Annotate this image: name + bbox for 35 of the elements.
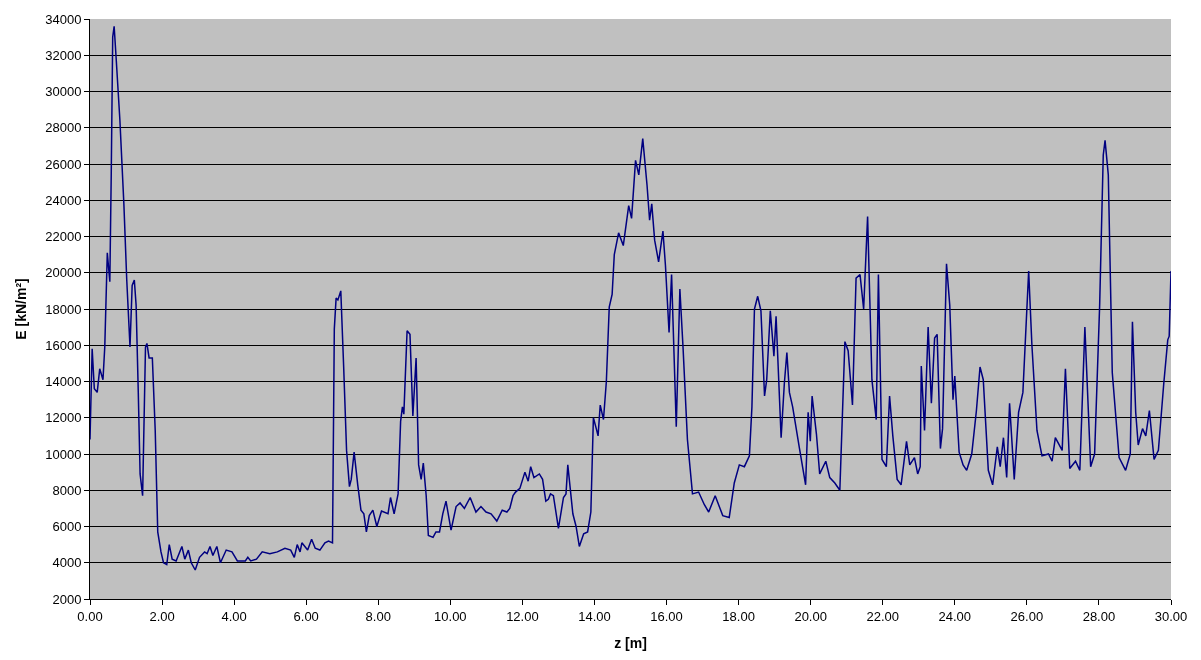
x-tick-label: 12.00 — [506, 608, 539, 624]
x-tick-label: 20.00 — [794, 608, 827, 624]
x-tick-label: 0.00 — [77, 608, 103, 624]
y-tick-label: 4000 — [52, 555, 82, 571]
x-tick-label: 8.00 — [365, 608, 391, 624]
y-tick-label: 28000 — [45, 120, 82, 136]
x-tick-label: 14.00 — [578, 608, 611, 624]
y-tick-label: 8000 — [52, 482, 82, 498]
y-tick-label: 12000 — [45, 410, 82, 426]
y-tick-label: 18000 — [45, 301, 82, 317]
y-tick-label: 16000 — [45, 337, 82, 353]
y-tick-label: 26000 — [45, 156, 82, 172]
x-tick-label: 24.00 — [938, 608, 972, 624]
y-tick-label: 34000 — [45, 11, 82, 27]
x-tick-label: 26.00 — [1010, 608, 1044, 624]
x-axis-title: z [m] — [614, 634, 647, 651]
y-axis-title: E [kN/m²] — [12, 278, 29, 340]
x-tick-label: 2.00 — [149, 608, 175, 624]
y-tick-label: 20000 — [45, 265, 82, 281]
y-tick-label: 22000 — [45, 229, 82, 245]
x-tick-label: 28.00 — [1082, 608, 1116, 624]
x-tick-label: 10.00 — [434, 608, 467, 624]
x-tick-label: 22.00 — [866, 608, 899, 624]
x-tick-label: 6.00 — [293, 608, 319, 624]
x-tick-label: 16.00 — [650, 608, 683, 624]
y-tick-label: 32000 — [45, 47, 82, 63]
y-tick-label: 10000 — [45, 446, 82, 462]
y-tick-label: 24000 — [45, 192, 82, 208]
y-tick-label: 14000 — [45, 374, 82, 390]
x-tick-label: 4.00 — [221, 608, 247, 624]
x-tick-label: 18.00 — [722, 608, 755, 624]
x-tick-label: 30.00 — [1154, 608, 1188, 624]
y-tick-label: 30000 — [45, 84, 82, 100]
y-tick-label: 2000 — [52, 591, 82, 607]
y-tick-label: 6000 — [52, 519, 82, 535]
